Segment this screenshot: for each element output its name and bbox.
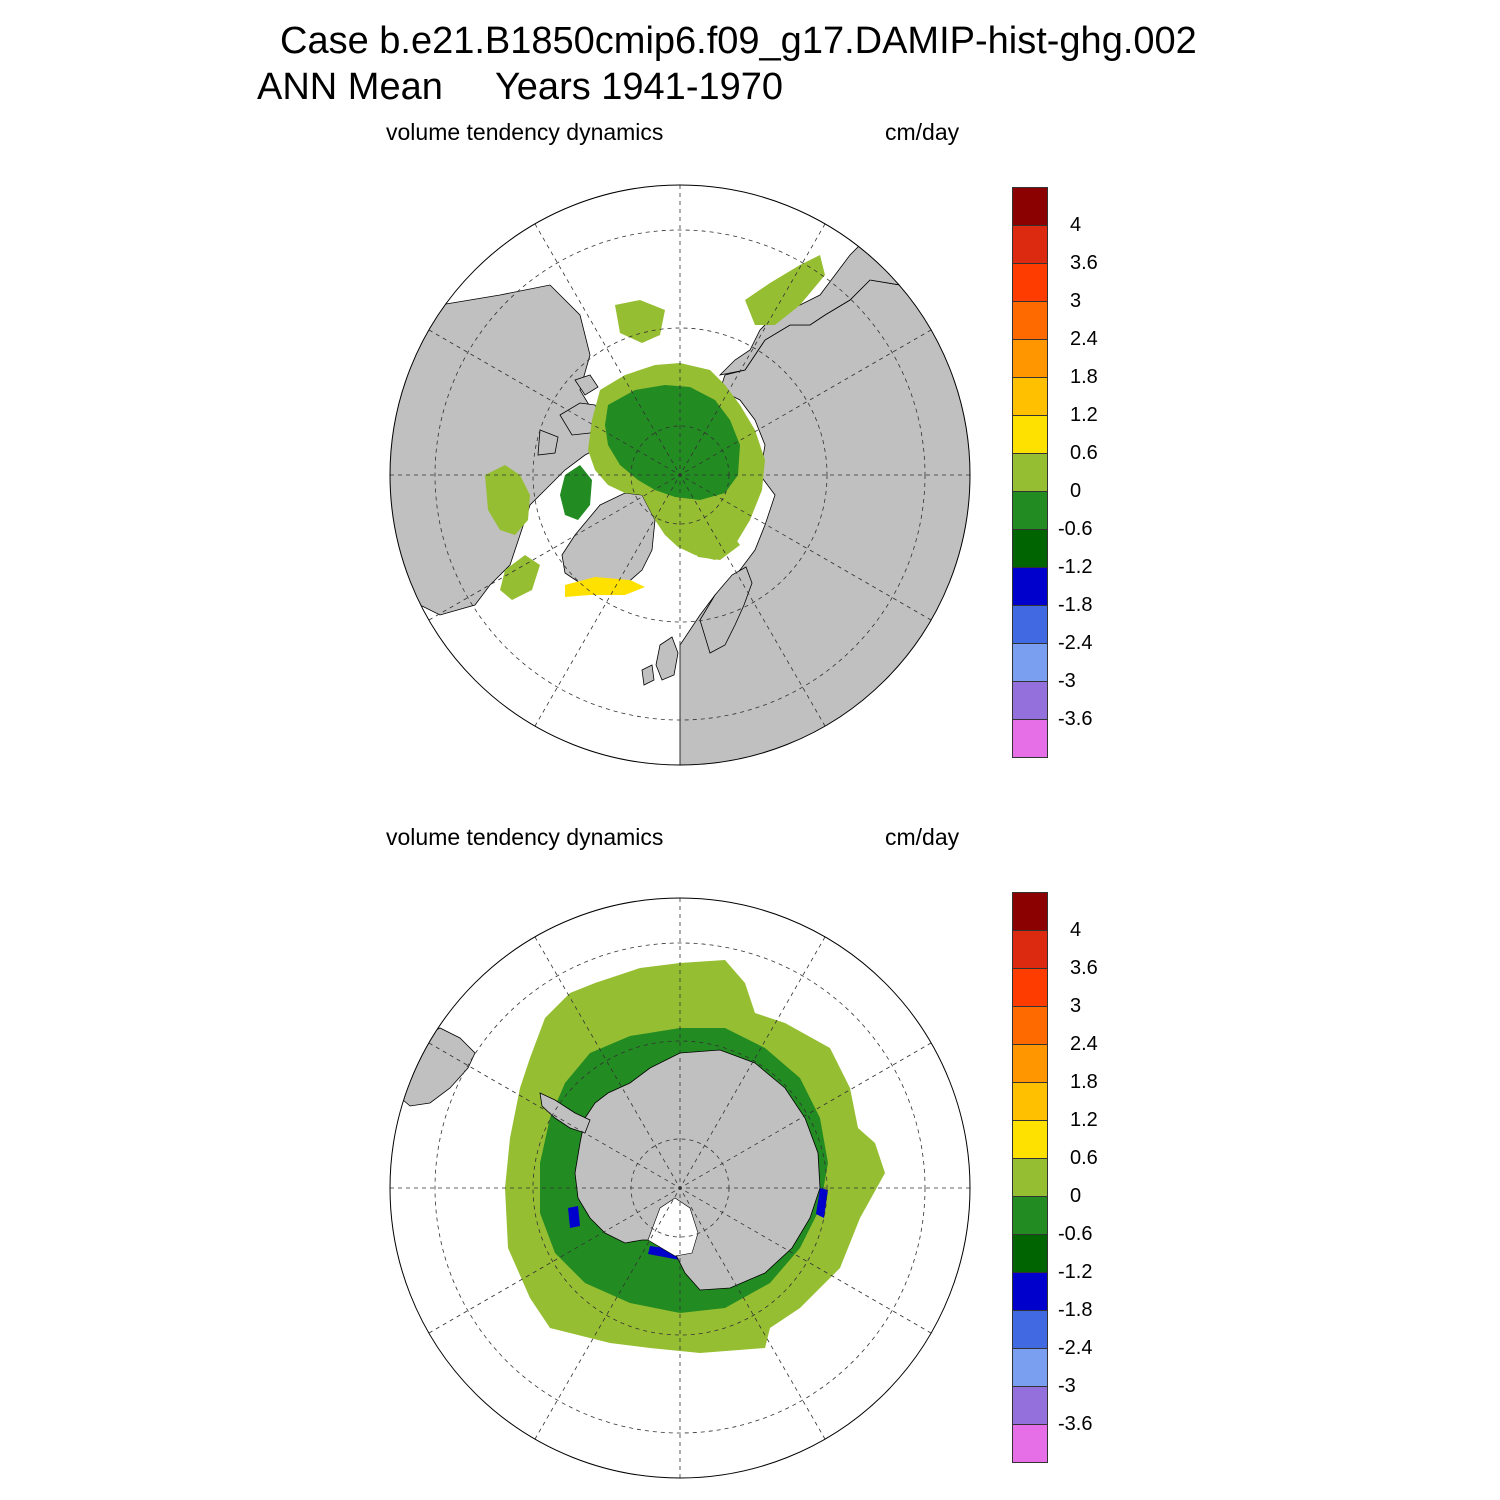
north-colorbar-tick-label: -2.4 bbox=[1058, 632, 1093, 654]
north-colorbar-swatch bbox=[1012, 567, 1048, 606]
north-colorbar-tick-label: 4 bbox=[1070, 214, 1082, 236]
north-colorbar-swatch bbox=[1012, 453, 1048, 492]
south-panel-units-label: cm/day bbox=[885, 824, 960, 850]
south-colorbar-tick-label: 1.2 bbox=[1070, 1109, 1098, 1131]
north-colorbar-swatch bbox=[1012, 263, 1048, 302]
north-ice-labrador bbox=[500, 555, 540, 600]
north-ice-bering bbox=[615, 300, 665, 343]
south-land-antarctic-peninsula bbox=[539, 1092, 591, 1134]
south-colorbar-swatch bbox=[1012, 1424, 1048, 1463]
north-colorbar-tick-label: 1.8 bbox=[1070, 366, 1098, 388]
south-colorbar-swatch bbox=[1012, 968, 1048, 1007]
south-colorbar-swatch bbox=[1012, 1120, 1048, 1159]
south-colorbar-tick-label: 2.4 bbox=[1070, 1033, 1098, 1055]
figure-title-period: ANN Mean Years 1941-1970 bbox=[257, 66, 784, 108]
north-colorbar-swatch bbox=[1012, 301, 1048, 340]
north-colorbar-tick-label: -1.2 bbox=[1058, 556, 1093, 578]
north-map-boundary bbox=[389, 184, 971, 766]
south-colorbar-swatch bbox=[1012, 1044, 1048, 1083]
south-colorbar-swatch bbox=[1012, 1310, 1048, 1349]
south-colorbar-tick-label: 4 bbox=[1070, 919, 1082, 941]
south-graticule bbox=[390, 898, 970, 1478]
north-colorbar-tick-label: 0 bbox=[1070, 480, 1082, 502]
north-panel-units-label: cm/day bbox=[885, 119, 960, 145]
south-colorbar-tick-label: -3.6 bbox=[1058, 1413, 1093, 1435]
south-colorbar-swatch bbox=[1012, 1006, 1048, 1045]
south-colorbar-swatch bbox=[1012, 1386, 1048, 1425]
south-colorbar-swatch bbox=[1012, 1348, 1048, 1387]
north-colorbar-swatch bbox=[1012, 643, 1048, 682]
north-colorbar-swatch bbox=[1012, 719, 1048, 758]
north-colorbar-swatch bbox=[1012, 681, 1048, 720]
north-ice-yellow-streak bbox=[565, 577, 645, 597]
north-colorbar-tick-label: -3.6 bbox=[1058, 708, 1093, 730]
south-ice-blue-patch-3 bbox=[816, 1188, 828, 1218]
south-colorbar-swatch bbox=[1012, 1272, 1048, 1311]
north-colorbar-swatch bbox=[1012, 339, 1048, 378]
south-colorbar-tick-label: 3.6 bbox=[1070, 957, 1098, 979]
north-ice-barents bbox=[680, 520, 740, 560]
north-ice-hudson-bay bbox=[485, 465, 530, 535]
south-colorbar-swatch bbox=[1012, 1196, 1048, 1235]
north-land-scandinavia bbox=[699, 566, 753, 654]
south-colorbar-swatch bbox=[1012, 892, 1048, 931]
north-colorbar-swatch bbox=[1012, 187, 1048, 226]
north-land-british-isles bbox=[641, 636, 679, 686]
south-colorbar-tick-label: -3 bbox=[1058, 1375, 1076, 1397]
south-panel-variable-label: volume tendency dynamics bbox=[386, 824, 664, 850]
south-colorbar-tick-label: -2.4 bbox=[1058, 1337, 1093, 1359]
south-ross-ice-shelf bbox=[647, 1197, 699, 1257]
south-colorbar-tick-label: 1.8 bbox=[1070, 1071, 1098, 1093]
north-ice-okhotsk bbox=[745, 255, 825, 325]
south-colorbar-swatch bbox=[1012, 1234, 1048, 1273]
south-colorbar-swatch bbox=[1012, 1158, 1048, 1197]
north-colorbar-swatch bbox=[1012, 605, 1048, 644]
south-colorbar-tick-label: -0.6 bbox=[1058, 1223, 1093, 1245]
figure-title-case: Case b.e21.B1850cmip6.f09_g17.DAMIP-hist… bbox=[280, 20, 1197, 62]
north-colorbar-swatch bbox=[1012, 377, 1048, 416]
south-map-boundary bbox=[389, 897, 971, 1479]
north-colorbar-swatch bbox=[1012, 225, 1048, 264]
south-colorbar-swatch bbox=[1012, 1082, 1048, 1121]
north-colorbar-tick-label: 2.4 bbox=[1070, 328, 1098, 350]
south-colorbar-tick-label: -1.2 bbox=[1058, 1261, 1093, 1283]
north-colorbar-tick-label: -1.8 bbox=[1058, 594, 1093, 616]
north-colorbar-tick-label: 1.2 bbox=[1070, 404, 1098, 426]
north-colorbar-tick-label: 3.6 bbox=[1070, 252, 1098, 274]
south-colorbar-tick-label: 0.6 bbox=[1070, 1147, 1098, 1169]
south-colorbar-tick-label: -1.8 bbox=[1058, 1299, 1093, 1321]
north-colorbar-swatch bbox=[1012, 415, 1048, 454]
north-colorbar-tick-label: 0.6 bbox=[1070, 442, 1098, 464]
north-colorbar-tick-label: -3 bbox=[1058, 670, 1076, 692]
north-land-north-america bbox=[390, 284, 611, 616]
south-polar-map bbox=[389, 897, 971, 1479]
south-colorbar-tick-label: 0 bbox=[1070, 1185, 1082, 1207]
north-polar-map bbox=[389, 184, 971, 766]
north-graticule bbox=[390, 185, 970, 765]
north-ice-baffin-bay bbox=[560, 465, 592, 520]
north-panel-variable-label: volume tendency dynamics bbox=[386, 119, 664, 145]
south-colorbar-tick-label: 3 bbox=[1070, 995, 1082, 1017]
north-colorbar-tick-label: -0.6 bbox=[1058, 518, 1093, 540]
south-ice-blue-patch-1 bbox=[568, 1206, 580, 1228]
north-colorbar-tick-label: 3 bbox=[1070, 290, 1082, 312]
north-ice-dark-green bbox=[605, 385, 740, 500]
north-colorbar-swatch bbox=[1012, 529, 1048, 568]
north-colorbar-swatch bbox=[1012, 491, 1048, 530]
south-colorbar-swatch bbox=[1012, 930, 1048, 969]
